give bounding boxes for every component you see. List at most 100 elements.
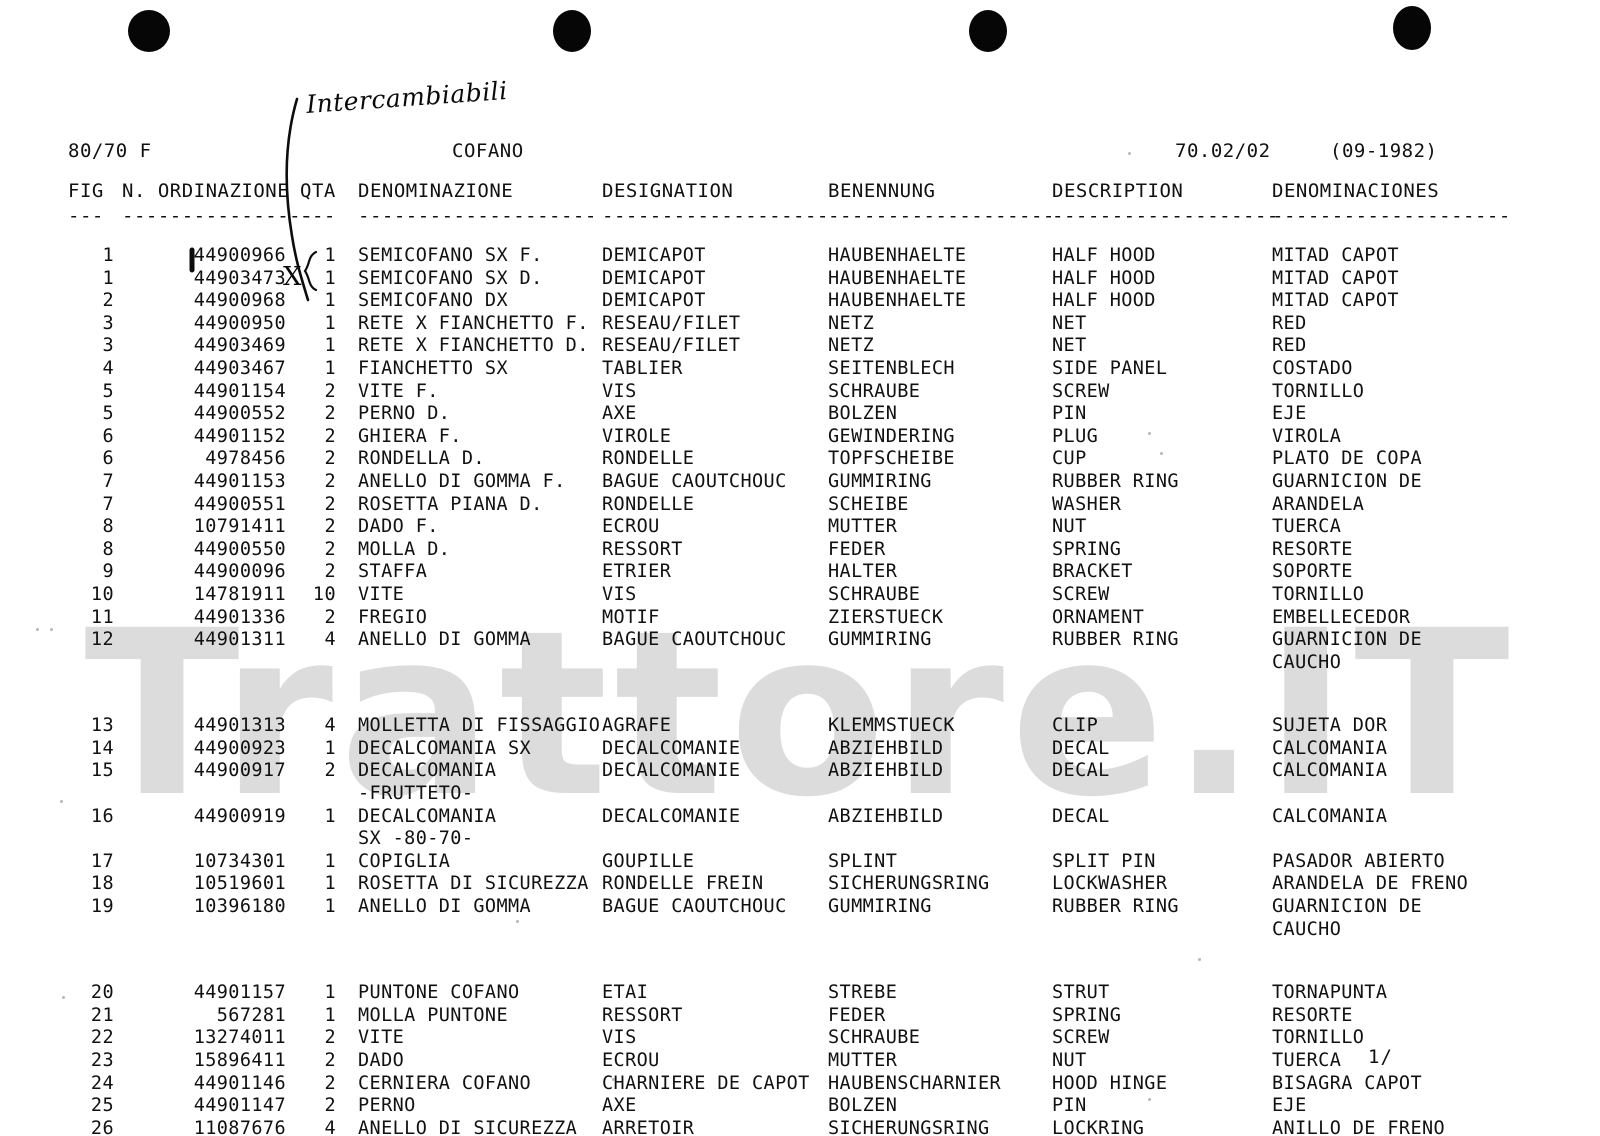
table-row: 21 567281 1 MOLLA PUNTONE RESSORT FEDER SPRING… (0, 1005, 1600, 1028)
cell-benennung: SCHRAUBE (828, 583, 921, 605)
cell-denominaciones: ARANDELA DE FRENO (1272, 873, 1469, 895)
cell-designation: VIS (602, 380, 637, 402)
cell-denominaciones: RESORTE (1272, 1004, 1353, 1026)
table-row: 7 44901153 2 ANELLO DI GOMMA F. BAGUE CAOUTC… (0, 471, 1600, 494)
cell-qty: 1 (324, 737, 336, 759)
cell-qty: 1 (324, 290, 336, 312)
cell-denominazione: COPIGLIA (358, 850, 451, 872)
cell-description: SCREW (1052, 583, 1110, 605)
cell-designation: AXE (602, 1095, 637, 1117)
cell-designation: AGRAFE (602, 715, 672, 737)
scan-speckle (1160, 452, 1163, 455)
cell-designation: ETAI (602, 982, 649, 1004)
column-header-fig: FIG (68, 180, 104, 202)
section-title: COFANO (452, 140, 524, 162)
cell-fig: 7 (102, 470, 114, 492)
cell-fig: 18 (90, 873, 114, 895)
cell-order-number: 10519601 (193, 873, 286, 895)
cell-denominazione: RETE X FIANCHETTO F. (358, 312, 589, 334)
cell-designation: BAGUE CAOUTCHOUC (602, 629, 787, 651)
cell-qty: 1 (324, 312, 336, 334)
cell-description: STRUT (1052, 982, 1110, 1004)
table-row: 3 44900950 1 RETE X FIANCHETTO F. RESEAU/FIL… (0, 313, 1600, 336)
cell-order-number: 44900550 (193, 538, 286, 560)
cell-description: PLUG (1052, 425, 1099, 447)
table-row: 8 10791411 2 DADO F. ECROU MUTTER NUT TUERCA (0, 516, 1600, 539)
cell-order-number: 44901152 (193, 425, 286, 447)
cell-order-number: 44901146 (193, 1072, 286, 1094)
table-row: 1 44900966 1 SEMICOFANO SX F. DEMICAPOT HAUBE… (0, 245, 1600, 268)
table-row: 3 44903469 1 RETE X FIANCHETTO D. RESEAU/FIL… (0, 335, 1600, 358)
cell-fig: 15 (90, 760, 114, 782)
cell-denominaciones: CAUCHO (1272, 651, 1342, 673)
table-row: 6 44901152 2 GHIERA F. VIROLE GEWINDERING PLUG… (0, 426, 1600, 449)
cell-denominazione: VITE F. (358, 380, 439, 402)
table-row: 22 13274011 2 VITE VIS SCHRAUBE SCREW TORNILLO (0, 1027, 1600, 1050)
table-row: -FRUTTETO- (0, 783, 1600, 806)
table-row: 7 44900551 2 ROSETTA PIANA D. RONDELLE SCHEIB… (0, 494, 1600, 517)
cell-fig: 24 (90, 1072, 114, 1094)
cell-fig: 9 (102, 561, 114, 583)
cell-order-number: 44903467 (193, 357, 286, 379)
cell-order-number: 44900552 (193, 403, 286, 425)
model-code: 80/70 F (68, 140, 152, 162)
cell-description: BRACKET (1052, 561, 1133, 583)
cell-designation: ETRIER (602, 561, 672, 583)
scan-speckle (1128, 152, 1131, 155)
cell-designation: DECALCOMANIE (602, 805, 741, 827)
cell-designation: VIS (602, 1027, 637, 1049)
cell-designation: ARRETOIR (602, 1117, 695, 1136)
cell-fig: 19 (90, 896, 114, 918)
cell-description: HOOD HINGE (1052, 1072, 1168, 1094)
table-row: 9 44900096 2 STAFFA ETRIER HALTER BRACKET SOPOR… (0, 561, 1600, 584)
rule-denominaciones: -------------------- (1272, 205, 1511, 227)
cell-designation: BAGUE CAOUTCHOUC (602, 896, 787, 918)
cell-denominazione: RETE X FIANCHETTO D. (358, 335, 589, 357)
cell-denominaciones: MITAD CAPOT (1272, 290, 1399, 312)
cell-fig: 11 (90, 606, 114, 628)
cell-designation: VIROLE (602, 425, 672, 447)
cell-benennung: GUMMIRING (828, 470, 932, 492)
cell-fig: 8 (102, 538, 114, 560)
cell-denominaciones: COSTADO (1272, 357, 1353, 379)
cell-order-number: 44900919 (193, 805, 286, 827)
cell-benennung: HAUBENSCHARNIER (828, 1072, 1002, 1094)
cell-qty: 2 (324, 516, 336, 538)
cell-benennung: HAUBENHAELTE (828, 245, 967, 266)
table-row: 12 44901311 4 ANELLO DI GOMMA BAGUE CAOUTCHO… (0, 629, 1600, 652)
cell-benennung: NETZ (828, 335, 875, 357)
cell-designation: AXE (602, 403, 637, 425)
cell-benennung: MUTTER (828, 1050, 898, 1071)
cell-qty: 2 (324, 493, 336, 515)
cell-benennung: SCHRAUBE (828, 1027, 921, 1049)
cell-benennung: SICHERUNGSRING (828, 873, 990, 895)
cell-order-number: 10396180 (193, 896, 286, 918)
cell-description: SPRING (1052, 538, 1122, 560)
table-row: 4 44903467 1 FIANCHETTO SX TABLIER SEITENBLEC… (0, 358, 1600, 381)
cell-denominazione: SEMICOFANO SX F. (358, 245, 543, 266)
table-row: 13 44901313 4 MOLLETTA DI FISSAGGIO AGRAFE KL… (0, 715, 1600, 738)
cell-fig: 5 (102, 403, 114, 425)
table-row: 5 44901154 2 VITE F. VIS SCHRAUBE SCREW TORNILL… (0, 381, 1600, 404)
cell-fig: 21 (90, 1004, 114, 1026)
cell-benennung: GUMMIRING (828, 896, 932, 918)
cell-denominaciones: CALCOMANIA (1272, 760, 1388, 782)
column-header-qty: QTA (300, 180, 336, 202)
cell-denominazione: DADO (358, 1050, 405, 1071)
cell-qty: 2 (324, 448, 336, 470)
cell-designation: MOTIF (602, 606, 660, 628)
cell-qty: 2 (324, 470, 336, 492)
cell-description: NUT (1052, 516, 1087, 538)
cell-denominaciones: RESORTE (1272, 538, 1353, 560)
cell-denominaciones: TORNILLO (1272, 380, 1365, 402)
document-title-row: 80/70 F COFANO 70.02/02 (09-1982) (0, 140, 1600, 166)
cell-denominazione: FREGIO (358, 606, 428, 628)
cell-denominazione: DECALCOMANIA SX (358, 737, 532, 759)
table-row: 18 10519601 1 ROSETTA DI SICUREZZA RONDELLE … (0, 873, 1600, 896)
cell-benennung: SCHRAUBE (828, 380, 921, 402)
cell-denominaciones: TORNILLO (1272, 1027, 1365, 1049)
cell-designation: DECALCOMANIE (602, 737, 741, 759)
rule-description: ------------------- (1052, 205, 1279, 227)
cell-description: PIN (1052, 1095, 1087, 1117)
table-row: 2 44900968 1 SEMICOFANO DX DEMICAPOT HAUBENHA… (0, 290, 1600, 313)
